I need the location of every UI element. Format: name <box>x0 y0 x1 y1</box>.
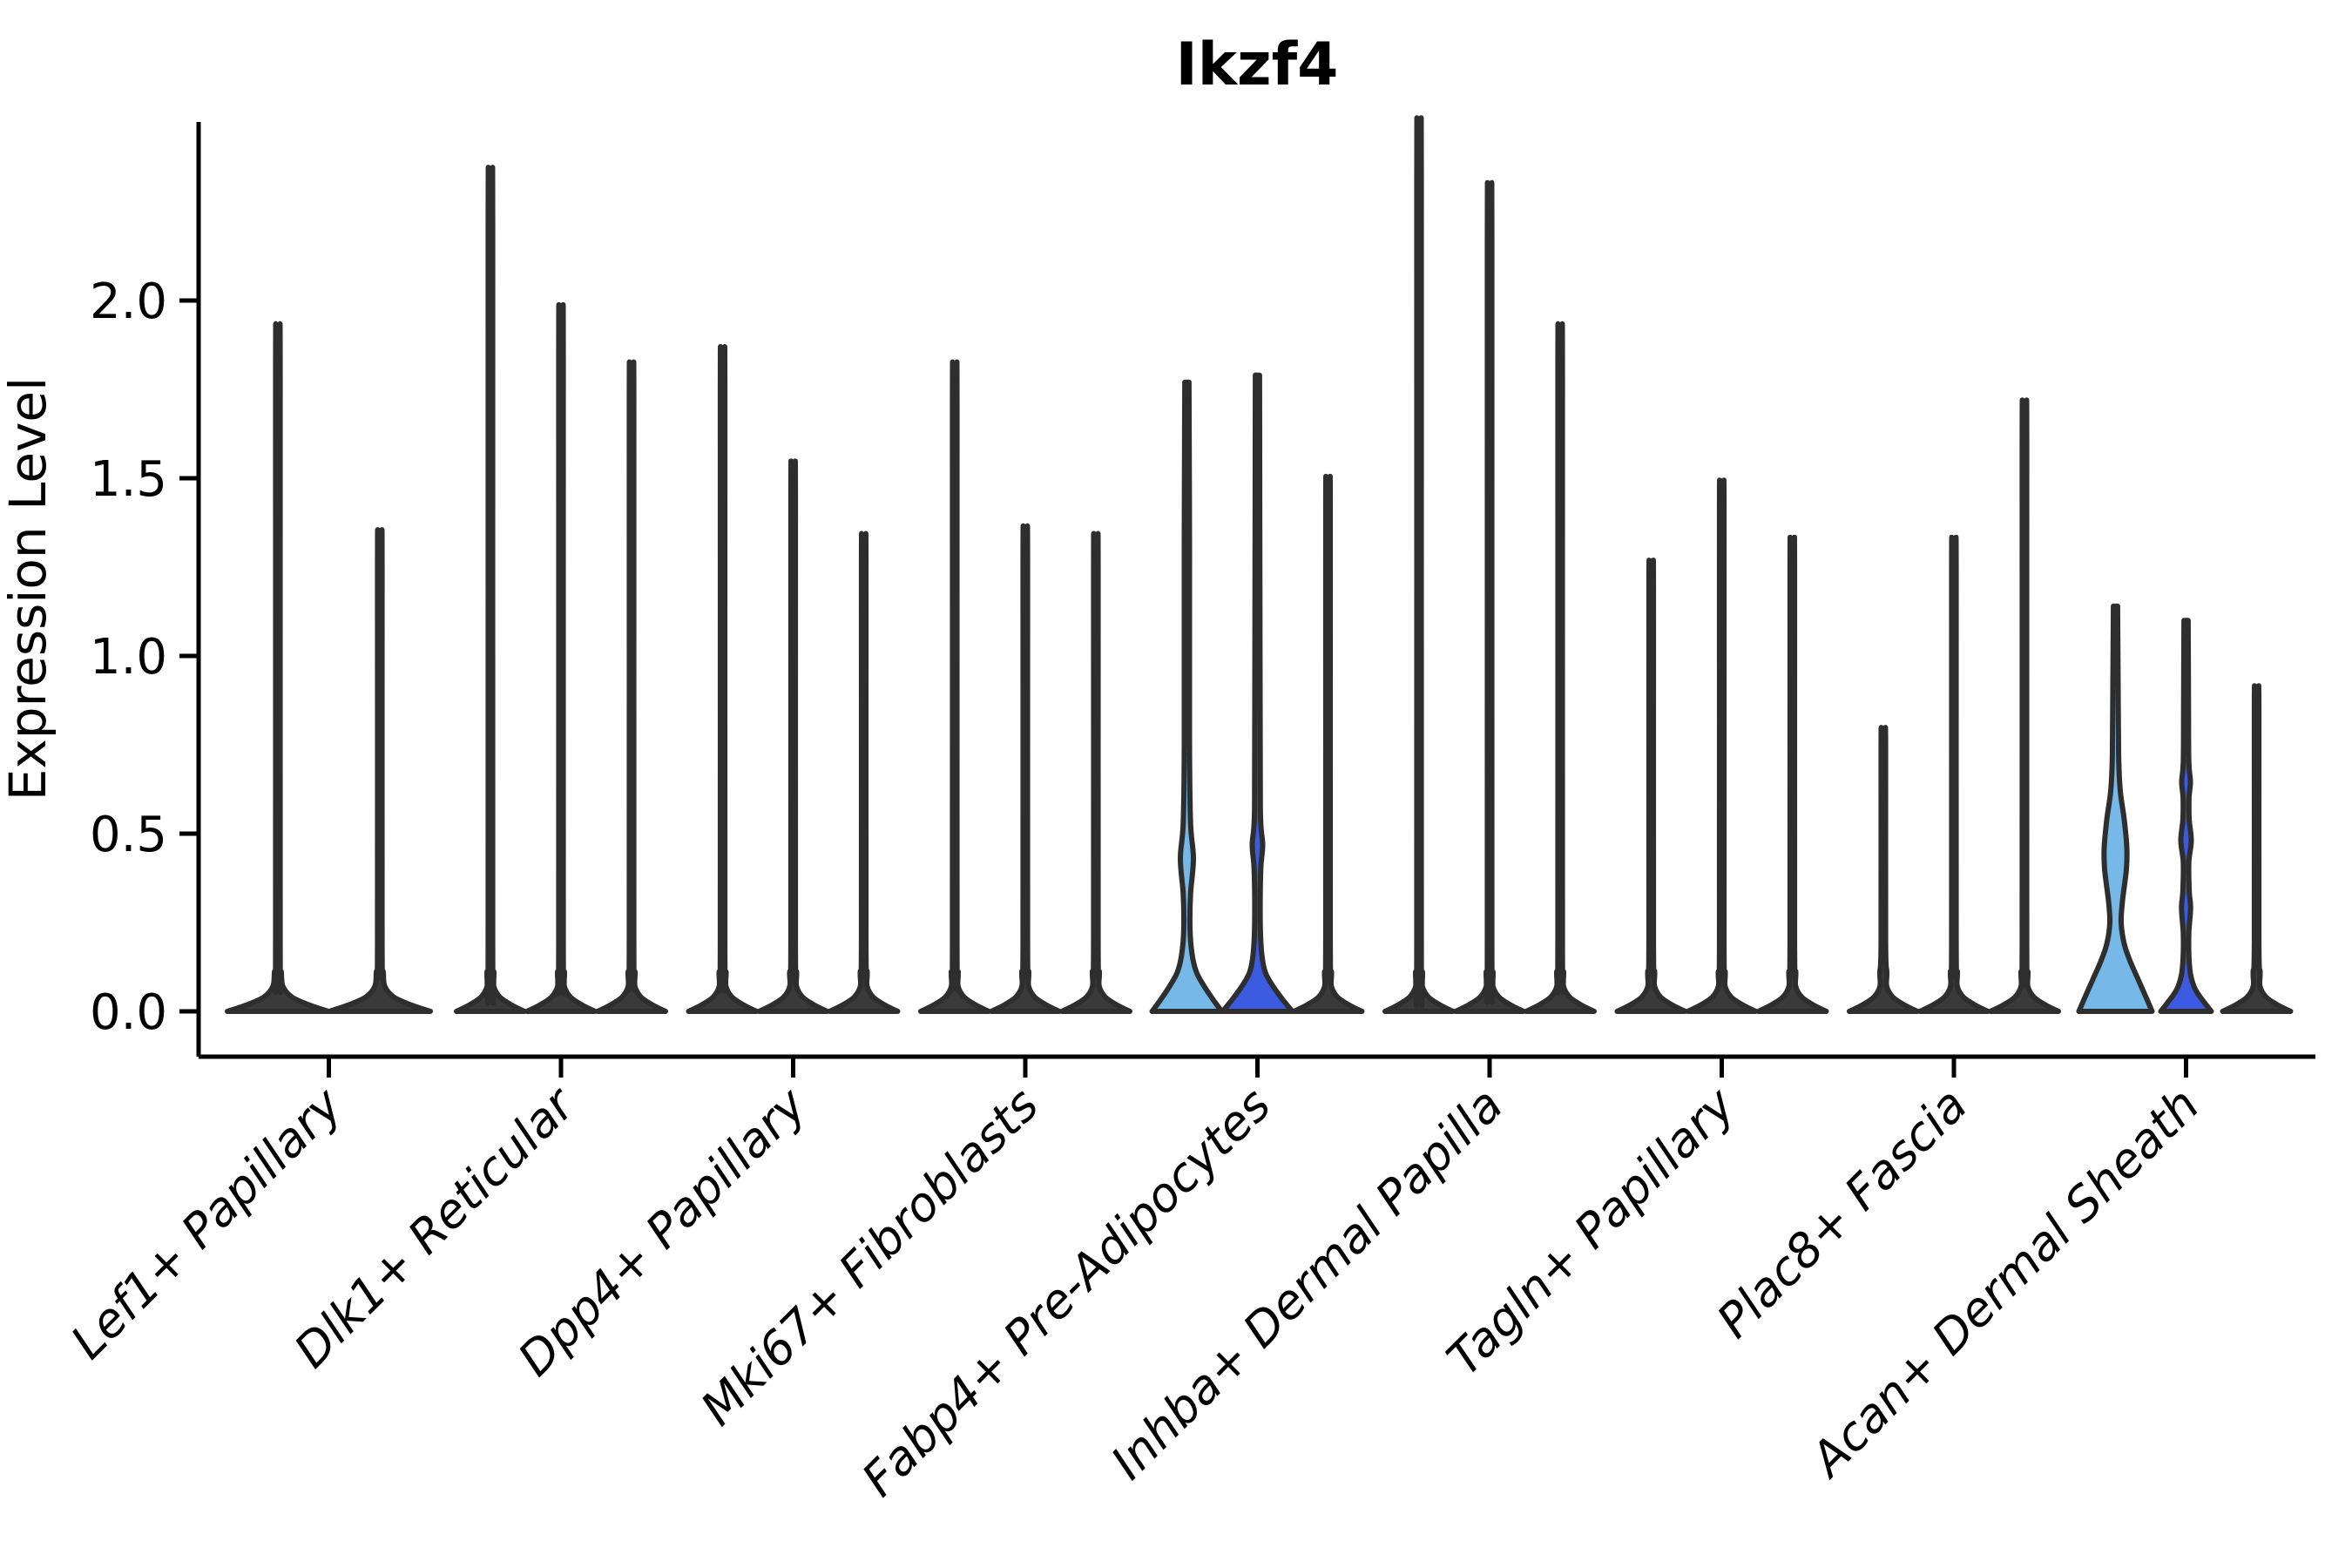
violin-fabp4-pre-adipocytes-1 <box>1149 379 1225 1014</box>
violin-dpp4-papillary-3 <box>827 531 901 1014</box>
violin-mki67-fibroblasts-3 <box>1059 531 1132 1014</box>
y-tick-label: 0.0 <box>90 984 167 1041</box>
violin-inhba-dermal-papilla-3 <box>1524 321 1597 1014</box>
violin-inhba-dermal-papilla-2 <box>1453 179 1526 1014</box>
violin-inhba-dermal-papilla-1 <box>1382 115 1456 1014</box>
y-tick-label: 1.0 <box>90 629 167 686</box>
chart-title: Ikzf4 <box>1176 30 1339 99</box>
violin-fabp4-pre-adipocytes-2 <box>1220 372 1295 1014</box>
violin-dlk1-reticular-3 <box>595 359 668 1014</box>
y-tick-label: 1.5 <box>90 451 167 508</box>
violin-lef1-papillary-1 <box>225 321 331 1014</box>
y-axis-label: Expression Level <box>0 377 57 801</box>
violin-mki67-fibroblasts-1 <box>918 359 991 1014</box>
violin-tagln-papillary-1 <box>1614 558 1688 1014</box>
violin-dlk1-reticular-1 <box>454 165 527 1014</box>
y-tick-label: 0.5 <box>90 807 167 863</box>
violin-plac8-fascia-3 <box>1988 397 2061 1014</box>
violin-plac8-fascia-1 <box>1847 725 1920 1014</box>
violin-tagln-papillary-2 <box>1685 477 1759 1014</box>
violin-dpp4-papillary-2 <box>756 458 830 1014</box>
violin-mki67-fibroblasts-2 <box>989 523 1062 1014</box>
violin-acan-dermal-sheath-1 <box>2076 603 2155 1014</box>
violin-acan-dermal-sheath-3 <box>2220 683 2294 1014</box>
violin-fabp4-pre-adipocytes-3 <box>1291 473 1365 1014</box>
violin-plac8-fascia-2 <box>1917 534 1990 1014</box>
violin-dpp4-papillary-1 <box>686 344 760 1014</box>
y-tick-label: 2.0 <box>90 274 167 330</box>
violin-tagln-papillary-3 <box>1755 534 1829 1014</box>
violin-lef1-papillary-2 <box>327 527 433 1014</box>
violin-acan-dermal-sheath-2 <box>2158 618 2214 1014</box>
violin-dlk1-reticular-2 <box>524 302 598 1014</box>
